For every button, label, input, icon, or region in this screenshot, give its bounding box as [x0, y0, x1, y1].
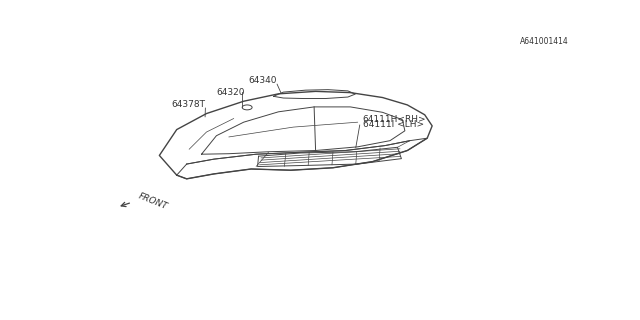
Text: 64111H<RH>: 64111H<RH> [363, 115, 426, 124]
Text: 64111I <LH>: 64111I <LH> [363, 120, 424, 129]
Text: 64378T: 64378T [172, 100, 206, 109]
Text: A641001414: A641001414 [520, 37, 568, 46]
Text: 64340: 64340 [249, 76, 277, 85]
Text: FRONT: FRONT [137, 191, 169, 211]
Text: 64320: 64320 [216, 88, 245, 97]
